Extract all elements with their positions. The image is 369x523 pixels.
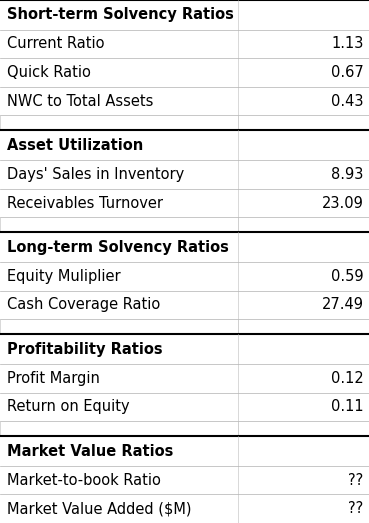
Text: 0.11: 0.11 [331,400,363,414]
Bar [238,494,369,523]
Bar [238,319,369,334]
Bar [0,364,238,393]
Bar [0,160,238,189]
Bar [0,319,238,334]
Bar [0,58,238,87]
Text: 1.13: 1.13 [331,37,363,51]
Text: Quick Ratio: Quick Ratio [7,65,90,80]
Bar [0,334,238,364]
Bar [238,189,369,217]
Bar [238,87,369,116]
Text: ??: ?? [348,473,363,487]
Text: Equity Muliplier: Equity Muliplier [7,269,120,284]
Text: Market Value Added ($M): Market Value Added ($M) [7,501,191,516]
Bar [238,291,369,319]
Bar [238,466,369,494]
Text: Profit Margin: Profit Margin [7,371,100,386]
Bar [0,217,238,232]
Text: 27.49: 27.49 [321,298,363,312]
Text: Return on Equity: Return on Equity [7,400,129,414]
Bar [238,30,369,58]
Bar [0,130,238,160]
Text: 0.59: 0.59 [331,269,363,284]
Bar [0,116,238,130]
Bar [238,160,369,189]
Bar [238,58,369,87]
Text: Profitability Ratios: Profitability Ratios [7,342,162,357]
Text: Asset Utilization: Asset Utilization [7,138,143,153]
Bar [0,189,238,217]
Bar [0,436,238,466]
Bar [238,0,369,30]
Text: Market-to-book Ratio: Market-to-book Ratio [7,473,161,487]
Text: 23.09: 23.09 [322,196,363,211]
Bar [0,232,238,262]
Bar [238,262,369,291]
Bar [0,30,238,58]
Text: Current Ratio: Current Ratio [7,37,104,51]
Text: ??: ?? [348,501,363,516]
Text: Receivables Turnover: Receivables Turnover [7,196,163,211]
Bar [238,217,369,232]
Text: 8.93: 8.93 [331,167,363,182]
Bar [238,116,369,130]
Text: Days' Sales in Inventory: Days' Sales in Inventory [7,167,184,182]
Bar [238,393,369,421]
Text: 0.12: 0.12 [331,371,363,386]
Bar [0,291,238,319]
Text: Market Value Ratios: Market Value Ratios [7,444,173,459]
Text: NWC to Total Assets: NWC to Total Assets [7,94,153,109]
Bar [238,436,369,466]
Text: 0.67: 0.67 [331,65,363,80]
Bar [238,130,369,160]
Bar [0,87,238,116]
Bar [0,393,238,421]
Bar [0,421,238,436]
Text: Cash Coverage Ratio: Cash Coverage Ratio [7,298,160,312]
Text: Long-term Solvency Ratios: Long-term Solvency Ratios [7,240,228,255]
Text: Short-term Solvency Ratios: Short-term Solvency Ratios [7,7,234,22]
Bar [238,334,369,364]
Bar [0,466,238,494]
Bar [238,232,369,262]
Bar [0,0,238,30]
Bar [0,262,238,291]
Bar [238,364,369,393]
Text: 0.43: 0.43 [331,94,363,109]
Bar [238,421,369,436]
Bar [0,494,238,523]
